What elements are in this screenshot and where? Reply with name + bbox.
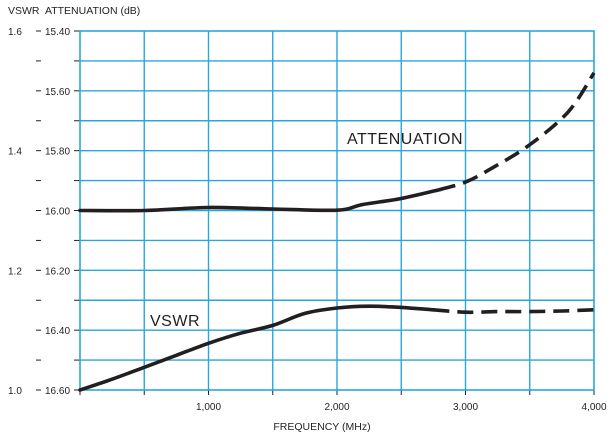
- vswr-line-extrapolated: [433, 308, 595, 315]
- attenuation-tick-label: 16.60: [45, 386, 70, 397]
- vswr-tick-label: 1.0: [8, 386, 22, 397]
- attenuation-tick-label: 15.80: [45, 147, 70, 158]
- series-label-vswr: VSWR: [150, 313, 200, 330]
- vswr-line-measured: [78, 304, 436, 392]
- attenuation-tick-label: 15.60: [45, 87, 70, 98]
- attenuation-tick-label: 16.20: [45, 266, 70, 277]
- attenuation-tick-label: 15.40: [45, 27, 70, 38]
- x-axis-title: FREQUENCY (MHz): [273, 421, 370, 433]
- tick-marks: [36, 30, 595, 395]
- series-lines: [78, 71, 596, 392]
- y-axis-title-right: ATTENUATION (dB): [45, 5, 140, 17]
- x-tick-label: 3,000: [453, 402, 478, 413]
- tick-labels: 1,000 2,000 3,000 4,000 1.0 1.2 1.4 1.6 15.40 15.…: [8, 27, 607, 413]
- vswr-tick-label: 1.4: [8, 147, 22, 158]
- attenuation-tick-label: 16.40: [45, 326, 70, 337]
- vswr-tick-label: 1.6: [8, 27, 22, 38]
- attenuation-line-measured: [78, 187, 442, 213]
- attenuation-line-extrapolated: [439, 71, 596, 192]
- x-tick-label: 1,000: [196, 402, 221, 413]
- vswr-tick-label: 1.2: [8, 266, 22, 277]
- y-axis-title-left: VSWR: [8, 5, 40, 17]
- x-tick-label: 2,000: [324, 402, 349, 413]
- x-tick-label: 4,000: [581, 402, 606, 413]
- series-label-attenuation: ATTENUATION: [347, 131, 463, 148]
- attenuation-tick-label: 16.00: [45, 207, 70, 218]
